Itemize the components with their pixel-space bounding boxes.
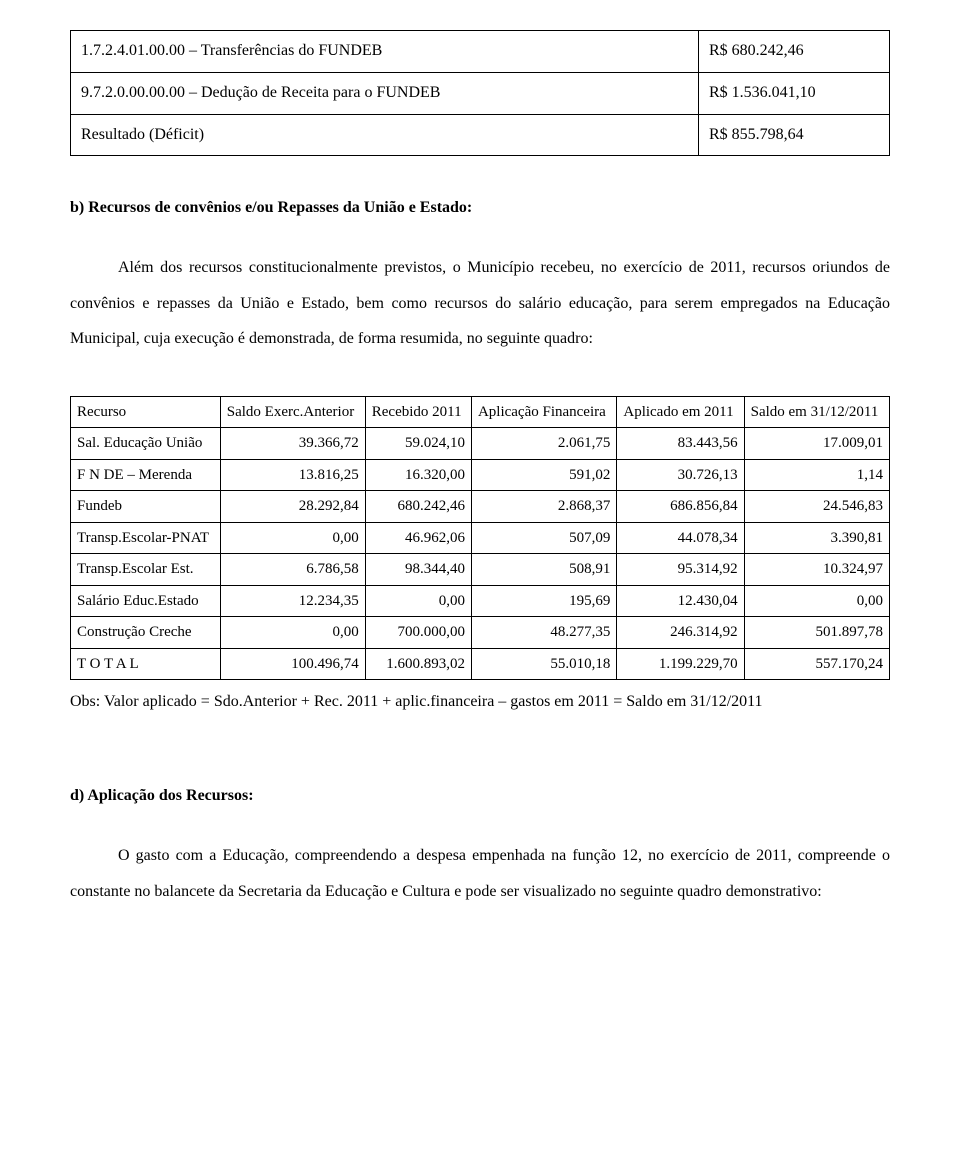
recurso-value: 12.234,35 xyxy=(220,585,365,617)
column-header: Recebido 2011 xyxy=(365,396,471,428)
obs-text: Obs: Valor aplicado = Sdo.Anterior + Rec… xyxy=(70,690,890,714)
recurso-value: 1.199.229,70 xyxy=(617,648,744,680)
recurso-value: 55.010,18 xyxy=(471,648,616,680)
section-b-paragraph: Além dos recursos constitucionalmente pr… xyxy=(70,250,890,356)
recurso-value: 10.324,97 xyxy=(744,554,889,586)
recurso-value: 39.366,72 xyxy=(220,428,365,460)
recurso-value: 83.443,56 xyxy=(617,428,744,460)
recurso-value: 686.856,84 xyxy=(617,491,744,523)
recurso-value: 48.277,35 xyxy=(471,617,616,649)
recurso-value: 44.078,34 xyxy=(617,522,744,554)
table-row: Construção Creche0,00700.000,0048.277,35… xyxy=(71,617,890,649)
recurso-value: 2.061,75 xyxy=(471,428,616,460)
table-row: RecursoSaldo Exerc.AnteriorRecebido 2011… xyxy=(71,396,890,428)
recurso-name: Transp.Escolar-PNAT xyxy=(71,522,221,554)
recurso-value: 59.024,10 xyxy=(365,428,471,460)
deficit-table: 1.7.2.4.01.00.00 – Transferências do FUN… xyxy=(70,30,890,156)
table-row: Transp.Escolar-PNAT0,0046.962,06507,0944… xyxy=(71,522,890,554)
table-row: Resultado (Déficit)R$ 855.798,64 xyxy=(71,114,890,156)
recurso-value: 24.546,83 xyxy=(744,491,889,523)
section-b-heading: b) Recursos de convênios e/ou Repasses d… xyxy=(70,196,890,220)
column-header: Aplicação Financeira xyxy=(471,396,616,428)
deficit-label: 9.7.2.0.00.00.00 – Dedução de Receita pa… xyxy=(71,72,699,114)
table-row: Sal. Educação União39.366,7259.024,102.0… xyxy=(71,428,890,460)
column-header: Recurso xyxy=(71,396,221,428)
deficit-label: 1.7.2.4.01.00.00 – Transferências do FUN… xyxy=(71,31,699,73)
recurso-value: 591,02 xyxy=(471,459,616,491)
recurso-name: T O T A L xyxy=(71,648,221,680)
recurso-value: 0,00 xyxy=(220,522,365,554)
deficit-value: R$ 855.798,64 xyxy=(699,114,890,156)
recurso-value: 0,00 xyxy=(365,585,471,617)
recurso-value: 2.868,37 xyxy=(471,491,616,523)
recurso-value: 508,91 xyxy=(471,554,616,586)
recurso-value: 501.897,78 xyxy=(744,617,889,649)
recurso-value: 0,00 xyxy=(744,585,889,617)
recurso-value: 46.962,06 xyxy=(365,522,471,554)
table-row: Salário Educ.Estado12.234,350,00195,6912… xyxy=(71,585,890,617)
table-row: 9.7.2.0.00.00.00 – Dedução de Receita pa… xyxy=(71,72,890,114)
table-row: Transp.Escolar Est.6.786,5898.344,40508,… xyxy=(71,554,890,586)
page: 1.7.2.4.01.00.00 – Transferências do FUN… xyxy=(0,0,960,1154)
recurso-value: 6.786,58 xyxy=(220,554,365,586)
recurso-value: 0,00 xyxy=(220,617,365,649)
recurso-value: 557.170,24 xyxy=(744,648,889,680)
column-header: Saldo em 31/12/2011 xyxy=(744,396,889,428)
recurso-value: 680.242,46 xyxy=(365,491,471,523)
recurso-value: 3.390,81 xyxy=(744,522,889,554)
recurso-value: 28.292,84 xyxy=(220,491,365,523)
recurso-value: 1,14 xyxy=(744,459,889,491)
column-header: Aplicado em 2011 xyxy=(617,396,744,428)
recurso-name: Construção Creche xyxy=(71,617,221,649)
recurso-name: F N DE – Merenda xyxy=(71,459,221,491)
recurso-name: Sal. Educação União xyxy=(71,428,221,460)
recurso-value: 30.726,13 xyxy=(617,459,744,491)
recurso-value: 507,09 xyxy=(471,522,616,554)
deficit-label: Resultado (Déficit) xyxy=(71,114,699,156)
deficit-value: R$ 1.536.041,10 xyxy=(699,72,890,114)
recurso-value: 12.430,04 xyxy=(617,585,744,617)
table-row: T O T A L100.496,741.600.893,0255.010,18… xyxy=(71,648,890,680)
section-d-heading: d) Aplicação dos Recursos: xyxy=(70,784,890,808)
recurso-value: 16.320,00 xyxy=(365,459,471,491)
recurso-value: 700.000,00 xyxy=(365,617,471,649)
section-d-paragraph: O gasto com a Educação, compreendendo a … xyxy=(70,838,890,908)
recurso-value: 100.496,74 xyxy=(220,648,365,680)
recurso-value: 17.009,01 xyxy=(744,428,889,460)
recurso-value: 13.816,25 xyxy=(220,459,365,491)
deficit-value: R$ 680.242,46 xyxy=(699,31,890,73)
table-row: 1.7.2.4.01.00.00 – Transferências do FUN… xyxy=(71,31,890,73)
recurso-value: 1.600.893,02 xyxy=(365,648,471,680)
table-row: F N DE – Merenda13.816,2516.320,00591,02… xyxy=(71,459,890,491)
recurso-name: Fundeb xyxy=(71,491,221,523)
recurso-name: Salário Educ.Estado xyxy=(71,585,221,617)
recurso-value: 98.344,40 xyxy=(365,554,471,586)
table-row: Fundeb28.292,84680.242,462.868,37686.856… xyxy=(71,491,890,523)
recurso-name: Transp.Escolar Est. xyxy=(71,554,221,586)
recursos-table: RecursoSaldo Exerc.AnteriorRecebido 2011… xyxy=(70,396,890,681)
column-header: Saldo Exerc.Anterior xyxy=(220,396,365,428)
recurso-value: 246.314,92 xyxy=(617,617,744,649)
recurso-value: 195,69 xyxy=(471,585,616,617)
recurso-value: 95.314,92 xyxy=(617,554,744,586)
